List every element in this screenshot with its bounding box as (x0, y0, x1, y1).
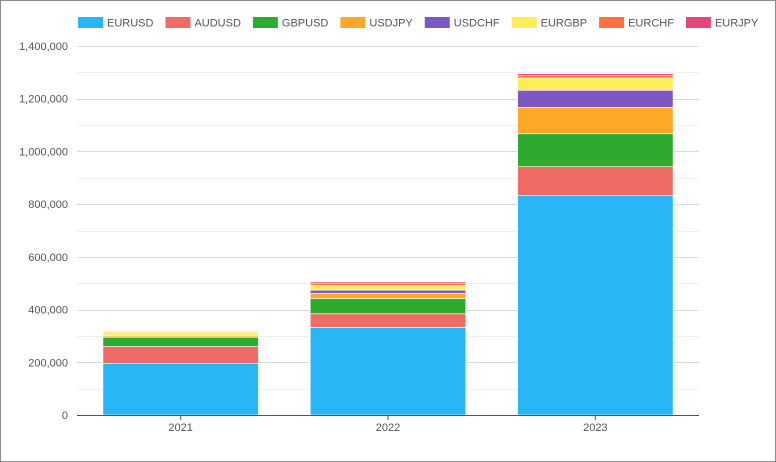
legend-swatch (78, 17, 103, 28)
bar-segment-usdchf-2023[interactable] (517, 89, 674, 108)
bar-segment-eurusd-2023[interactable] (517, 195, 674, 416)
y-tick-label: 800,000 (28, 199, 68, 211)
legend-swatch (165, 17, 191, 28)
legend-label: USDCHF (454, 18, 500, 30)
legend-label: EURUSD (107, 18, 154, 30)
axes: 0 200,000 400,000 600,000 800,000 1,000,000 1,… (19, 41, 699, 434)
bar-segment-eurusd-2021[interactable] (102, 363, 259, 416)
bar-segment-gbpusd-2021[interactable] (102, 336, 259, 347)
y-tick-label: 200,000 (28, 357, 68, 369)
legend-label: USDJPY (369, 18, 413, 30)
legend-swatch (424, 17, 450, 28)
legend-item-eurchf[interactable]: EURCHF (599, 17, 674, 30)
bar-segment-eurchf-2023[interactable] (517, 74, 674, 79)
y-tick-label: 1,200,000 (19, 94, 68, 106)
bar-segment-eurjpy-2023[interactable] (517, 73, 674, 76)
legend-label: EURGBP (541, 18, 587, 30)
legend-label: EURCHF (628, 18, 674, 30)
bar-segment-audusd-2021[interactable] (102, 346, 259, 364)
bar-segment-eurchf-2022[interactable] (309, 282, 467, 286)
legend-swatch (511, 17, 537, 28)
legend-swatch (340, 17, 366, 28)
x-tick-label: 2023 (583, 422, 607, 434)
bar-segment-eurgbp-2022[interactable] (309, 285, 467, 291)
bar-segment-gbpusd-2022[interactable] (309, 298, 467, 315)
legend-label: EURJPY (715, 18, 759, 30)
bar-segment-eurusd-2022[interactable] (309, 327, 467, 416)
bar-segment-eurjpy-2022[interactable] (309, 281, 467, 284)
bar-segment-eurgbp-2021[interactable] (102, 331, 259, 336)
y-tick-label: 1,000,000 (19, 146, 68, 158)
y-tick-label: 0 (62, 410, 68, 422)
legend-item-audusd[interactable]: AUDUSD (165, 17, 241, 30)
legend-item-gbpusd[interactable]: GBPUSD (252, 17, 329, 30)
legend-item-eurusd[interactable]: EURUSD (78, 17, 154, 30)
bar-segment-audusd-2023[interactable] (517, 166, 674, 197)
legend-label: GBPUSD (282, 18, 329, 30)
bars (102, 73, 674, 416)
y-tick-label: 600,000 (28, 252, 68, 264)
legend-item-eurgbp[interactable]: EURGBP (511, 17, 587, 30)
y-tick-label: 400,000 (28, 305, 68, 317)
legend-swatch (252, 17, 278, 28)
legend[interactable]: EURUSD AUDUSD GBPUSD USDJPY USDCHF EURGBP EURC… (78, 17, 759, 30)
legend-swatch (599, 17, 625, 28)
x-tick-label: 2021 (168, 422, 192, 434)
bar-segment-usdchf-2022[interactable] (309, 289, 467, 294)
bar-segment-usdjpy-2022[interactable] (309, 292, 467, 299)
legend-item-usdjpy[interactable]: USDJPY (340, 17, 413, 30)
legend-item-eurjpy[interactable]: EURJPY (685, 17, 759, 30)
y-tick-label: 1,400,000 (19, 41, 68, 53)
legend-swatch (685, 17, 711, 28)
bar-segment-usdjpy-2023[interactable] (517, 107, 674, 135)
legend-item-usdchf[interactable]: USDCHF (424, 17, 500, 30)
bar-segment-audusd-2022[interactable] (309, 313, 467, 328)
bar-segment-gbpusd-2023[interactable] (517, 133, 674, 168)
bar-segment-eurgbp-2023[interactable] (517, 77, 674, 91)
legend-label: AUDUSD (194, 18, 241, 30)
x-tick-label: 2022 (376, 422, 400, 434)
bar-segment-eurjpy-2021[interactable] (102, 330, 259, 332)
